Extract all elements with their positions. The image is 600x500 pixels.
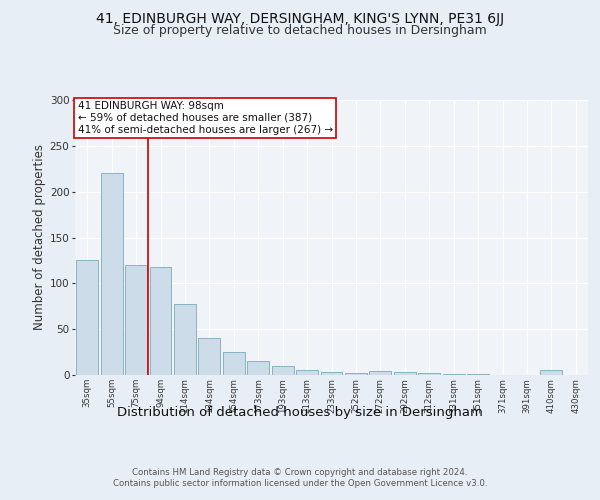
Bar xyxy=(149,267,172,375)
Bar xyxy=(199,338,220,375)
Bar xyxy=(247,361,269,375)
Bar xyxy=(541,370,562,375)
Bar xyxy=(320,372,343,375)
Bar xyxy=(174,304,196,375)
Bar xyxy=(443,374,464,375)
Bar xyxy=(125,265,147,375)
Text: Contains public sector information licensed under the Open Government Licence v3: Contains public sector information licen… xyxy=(113,480,487,488)
Bar xyxy=(223,352,245,375)
Text: 41, EDINBURGH WAY, DERSINGHAM, KING'S LYNN, PE31 6JJ: 41, EDINBURGH WAY, DERSINGHAM, KING'S LY… xyxy=(96,12,504,26)
Bar xyxy=(272,366,293,375)
Bar xyxy=(296,370,318,375)
Bar xyxy=(467,374,489,375)
Bar xyxy=(370,372,391,375)
Bar xyxy=(101,174,122,375)
Bar xyxy=(394,372,416,375)
Text: 41 EDINBURGH WAY: 98sqm
← 59% of detached houses are smaller (387)
41% of semi-d: 41 EDINBURGH WAY: 98sqm ← 59% of detache… xyxy=(77,102,332,134)
Text: Contains HM Land Registry data © Crown copyright and database right 2024.: Contains HM Land Registry data © Crown c… xyxy=(132,468,468,477)
Y-axis label: Number of detached properties: Number of detached properties xyxy=(32,144,46,330)
Text: Size of property relative to detached houses in Dersingham: Size of property relative to detached ho… xyxy=(113,24,487,37)
Bar xyxy=(418,373,440,375)
Bar xyxy=(345,373,367,375)
Bar xyxy=(76,260,98,375)
Text: Distribution of detached houses by size in Dersingham: Distribution of detached houses by size … xyxy=(117,406,483,419)
